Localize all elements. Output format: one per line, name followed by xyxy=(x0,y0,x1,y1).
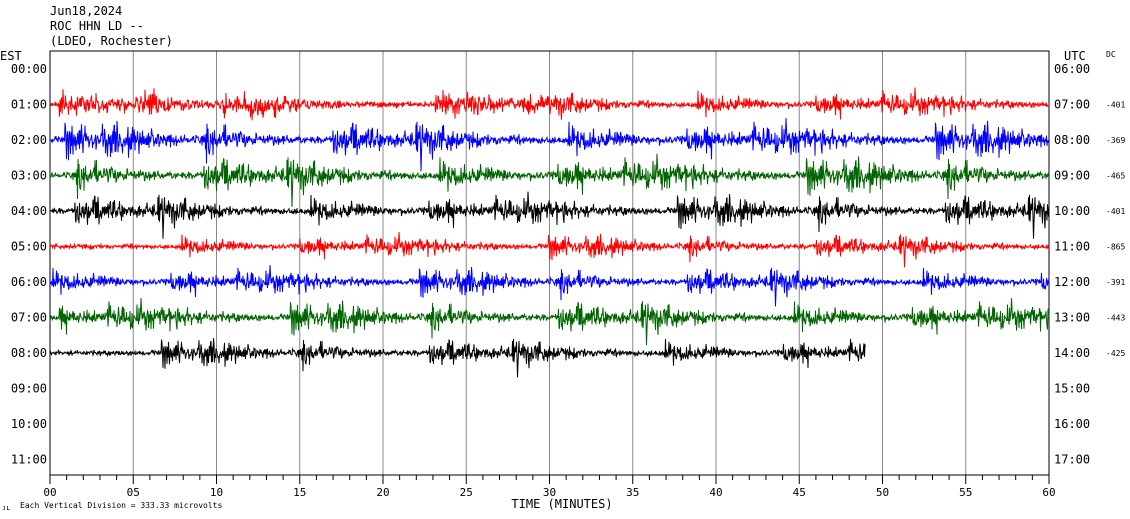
dc-offset-label: -369 xyxy=(1106,136,1125,145)
trace-row-5 xyxy=(49,231,1050,268)
x-tick-label: 35 xyxy=(626,486,639,499)
est-label: 05:00 xyxy=(11,240,47,254)
dc-axis-title: DC xyxy=(1106,50,1116,59)
dc-labels: -401 -369 -465 -401 -865 -391 -443 -425 xyxy=(1106,101,1125,359)
dc-offset-label: -443 xyxy=(1106,314,1125,323)
dc-offset-label: -401 xyxy=(1106,101,1125,110)
x-tick-label: 30 xyxy=(543,486,556,499)
utc-label: 11:00 xyxy=(1054,240,1090,254)
dc-offset-label: -391 xyxy=(1106,278,1125,287)
x-tick-label: 10 xyxy=(210,486,223,499)
x-tick-label: 25 xyxy=(460,486,473,499)
est-label: 03:00 xyxy=(11,169,47,183)
utc-label: 15:00 xyxy=(1054,382,1090,396)
traces xyxy=(49,87,1050,378)
est-labels: 00:00 01:00 02:00 03:00 04:00 05:00 06:00 07:00… xyxy=(11,62,47,467)
utc-axis-title: UTC xyxy=(1064,49,1086,63)
utc-labels: 06:00 07:00 08:00 09:00 10:00 11:00 12:00 13:00… xyxy=(1054,62,1090,467)
utc-label: 17:00 xyxy=(1054,453,1090,467)
dc-offset-label: -401 xyxy=(1106,207,1125,216)
x-tick-label: 05 xyxy=(127,486,140,499)
est-label: 01:00 xyxy=(11,98,47,112)
x-tick-label: 00 xyxy=(43,486,56,499)
dc-offset-label: -465 xyxy=(1106,172,1125,181)
trace-row-3 xyxy=(49,153,1050,207)
utc-label: 07:00 xyxy=(1054,98,1090,112)
est-label: 08:00 xyxy=(11,346,47,360)
dc-offset-label: -865 xyxy=(1106,243,1125,252)
header-date: Jun18,2024 xyxy=(50,4,122,18)
utc-label: 14:00 xyxy=(1054,346,1090,360)
x-axis-ticks xyxy=(49,475,1050,484)
est-axis-title: EST xyxy=(0,49,22,63)
utc-label: 12:00 xyxy=(1054,275,1090,289)
utc-label: 08:00 xyxy=(1054,133,1090,147)
utc-label: 09:00 xyxy=(1054,169,1090,183)
est-label: 04:00 xyxy=(11,204,47,218)
header-network: (LDEO, Rochester) xyxy=(50,34,173,48)
x-tick-label: 15 xyxy=(293,486,306,499)
x-tick-label: 45 xyxy=(793,486,806,499)
est-label: 11:00 xyxy=(11,453,47,467)
trace-row-6 xyxy=(49,264,1050,307)
est-label: 10:00 xyxy=(11,417,47,431)
footer-mark: ᴊʟ xyxy=(2,504,10,512)
grid xyxy=(132,51,967,475)
utc-label: 16:00 xyxy=(1054,417,1090,431)
est-label: 09:00 xyxy=(11,382,47,396)
header-station: ROC HHN LD -- xyxy=(50,19,144,33)
footer-scale-note: Each Vertical Division = 333.33 microvol… xyxy=(20,501,222,510)
x-axis-label: TIME (MINUTES) xyxy=(511,497,612,511)
x-axis-tick-labels: 00 05 10 15 20 25 30 35 40 45 50 55 60 xyxy=(43,486,1055,499)
utc-label: 10:00 xyxy=(1054,204,1090,218)
trace-row-1 xyxy=(49,87,1050,121)
x-tick-label: 40 xyxy=(709,486,722,499)
trace-row-8 xyxy=(49,338,866,378)
utc-label: 13:00 xyxy=(1054,311,1090,325)
est-label: 02:00 xyxy=(11,133,47,147)
est-label: 06:00 xyxy=(11,275,47,289)
est-label: 00:00 xyxy=(11,62,47,76)
x-tick-label: 55 xyxy=(959,486,972,499)
est-label: 07:00 xyxy=(11,311,47,325)
trace-row-7 xyxy=(49,298,1050,346)
trace-row-2 xyxy=(49,118,1050,172)
x-tick-label: 50 xyxy=(876,486,889,499)
x-tick-label: 60 xyxy=(1042,486,1055,499)
utc-label: 06:00 xyxy=(1054,62,1090,76)
x-tick-label: 20 xyxy=(376,486,389,499)
trace-row-4 xyxy=(49,191,1050,239)
dc-offset-label: -425 xyxy=(1106,349,1125,358)
